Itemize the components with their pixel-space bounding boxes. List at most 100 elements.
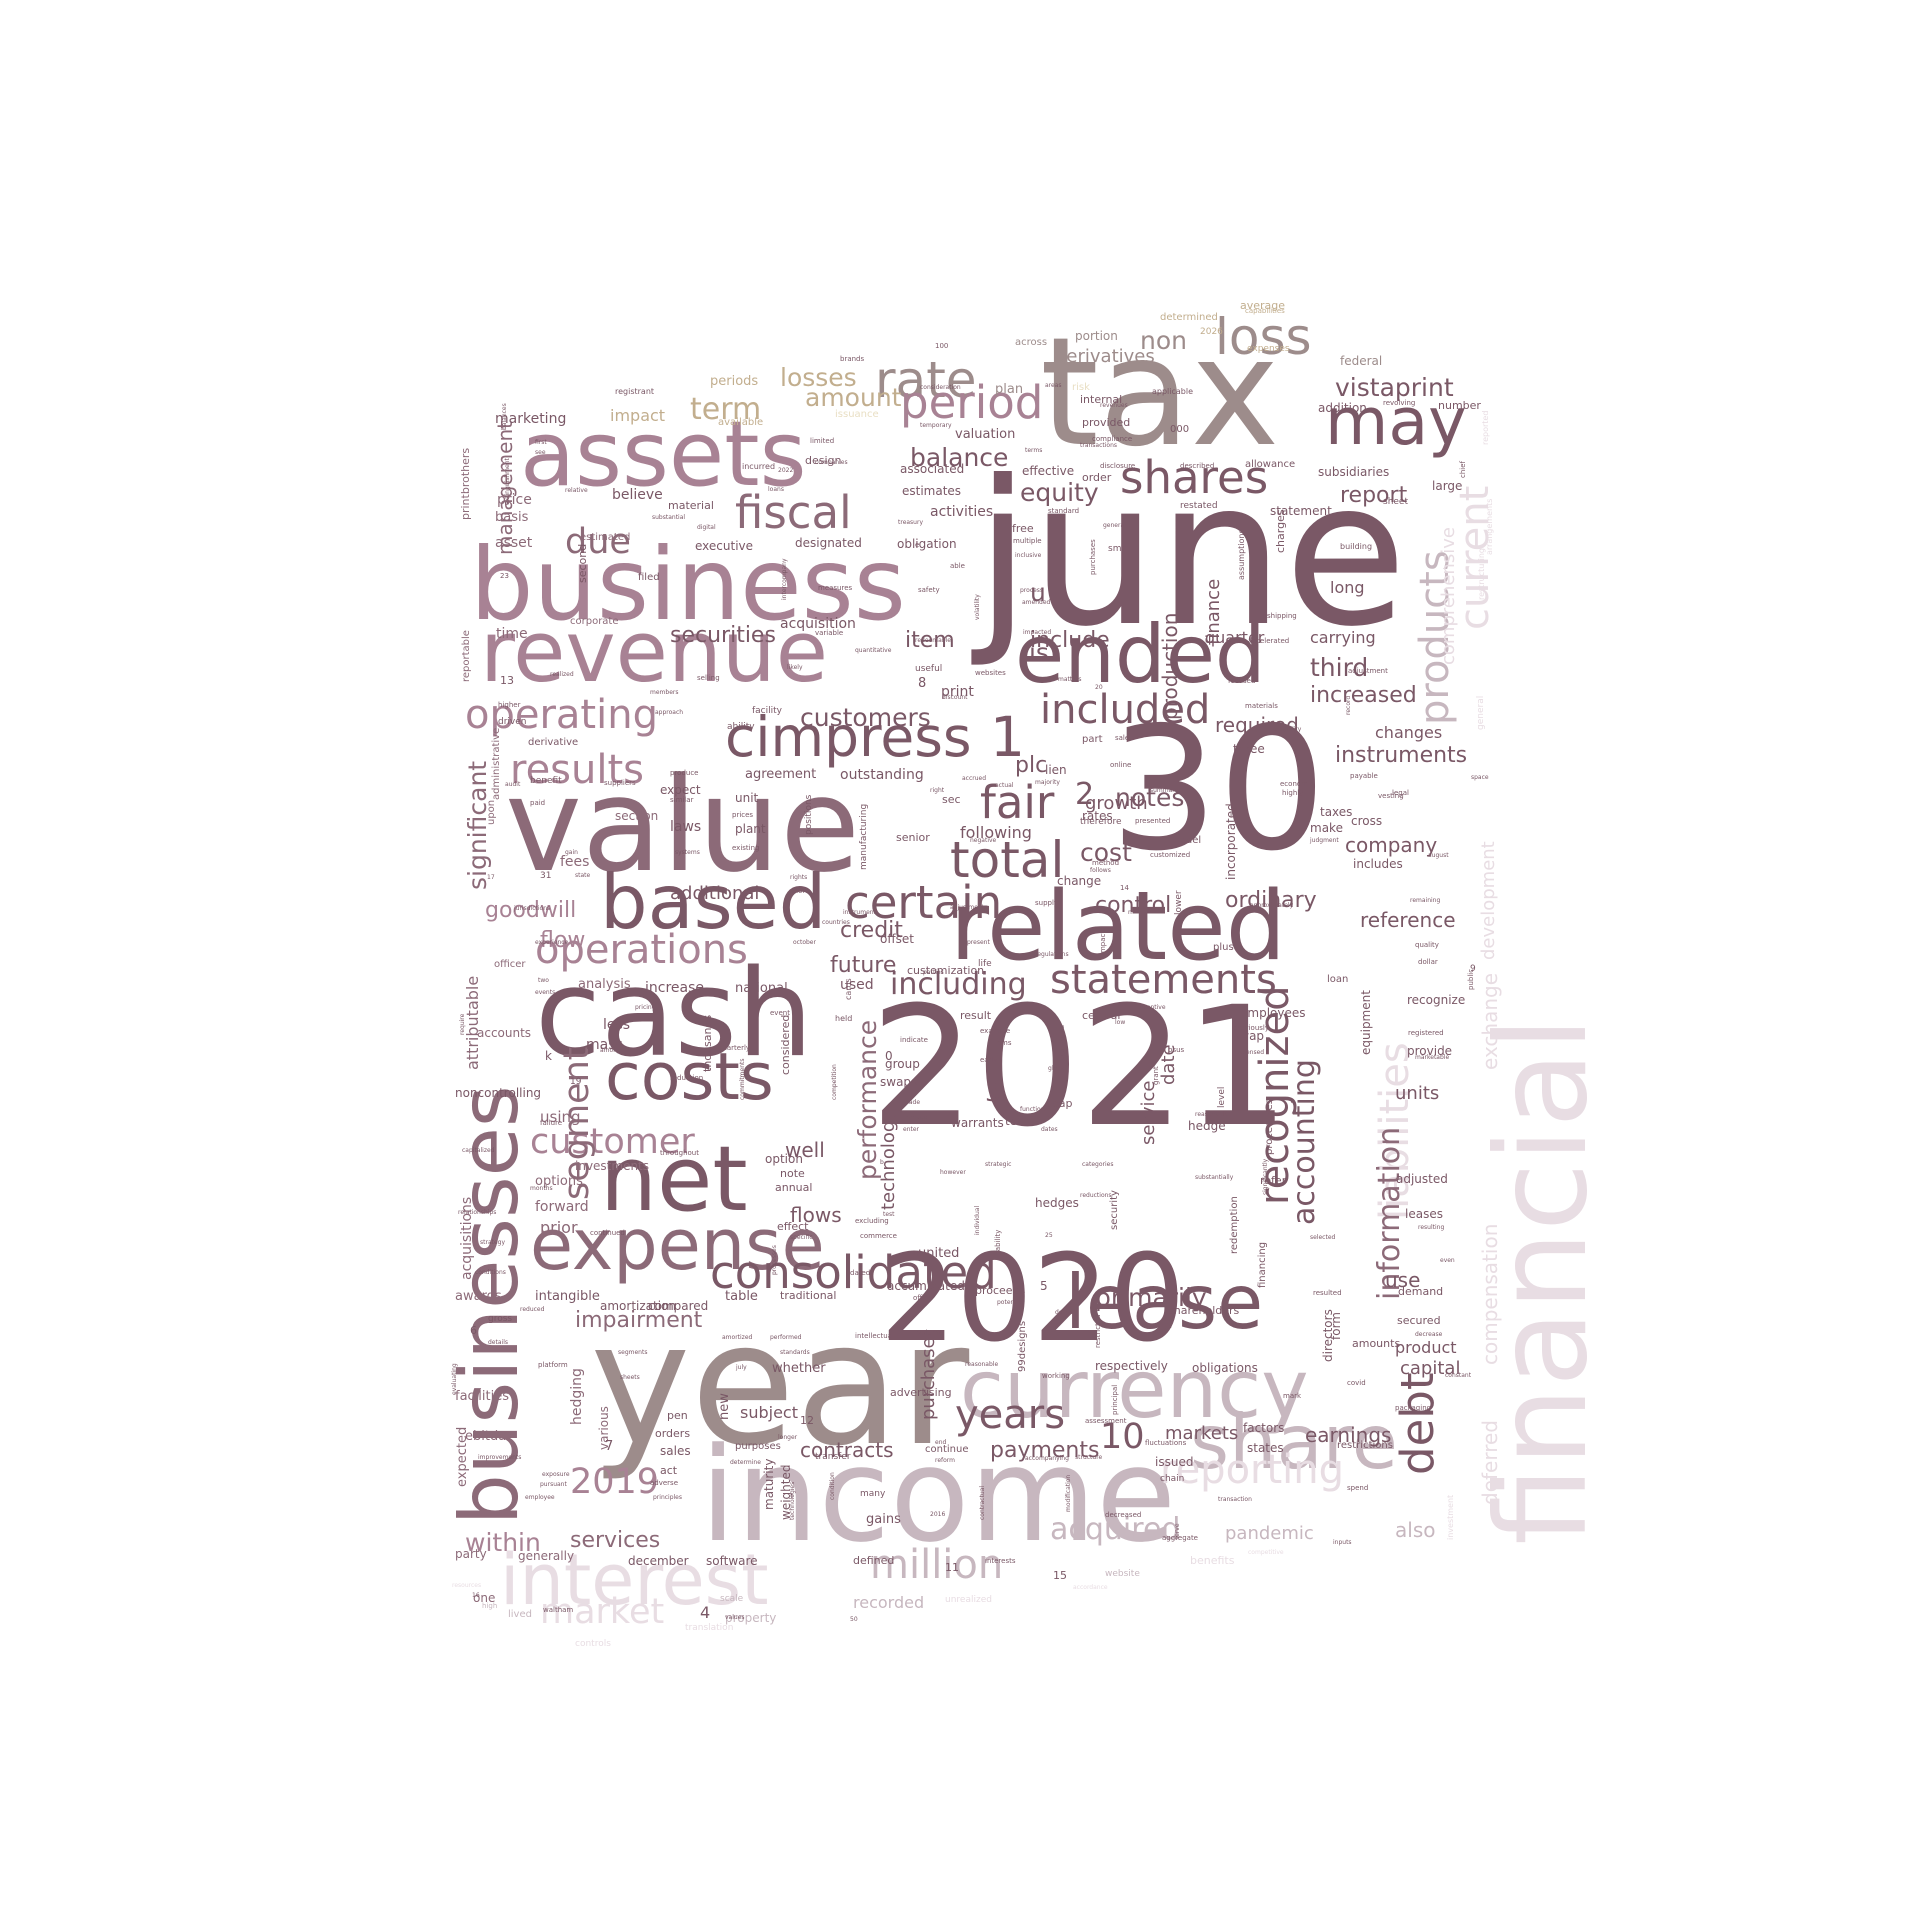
cloud-word: note [780,1167,805,1180]
cloud-word: options [535,1174,583,1189]
cloud-word: reportable [461,630,472,682]
cloud-word: aggregate [1162,1534,1198,1542]
cloud-word: 13 [500,674,514,687]
cloud-word: 6 [470,1324,477,1337]
cloud-word: principles [653,1494,683,1501]
cloud-word: time [496,626,528,642]
cloud-word: 23 [500,572,509,580]
cloud-word: hedging [569,1368,585,1425]
cloud-word: currency [960,1343,1309,1436]
cloud-word: structure [1075,1454,1103,1461]
cloud-word: 2020 [880,1230,1186,1369]
cloud-word: shares [1120,451,1269,504]
cloud-word: part [1082,734,1103,745]
cloud-word: building [1340,542,1373,551]
cloud-word: generally [518,1549,575,1563]
cloud-word: attributable [463,975,482,1070]
cloud-word: refer [1260,1174,1287,1187]
cloud-word: incurred [742,462,776,471]
cloud-word: section [615,809,659,823]
cloud-word: enter [903,1126,920,1133]
cloud-word: prior [540,1218,578,1237]
cloud-word: commitments [739,1058,746,1101]
cloud-word: loans [768,486,784,493]
cloud-word: disclosure [1100,462,1136,470]
cloud-word: price [497,492,532,508]
cloud-word: terms [1025,447,1043,454]
cloud-word: accounting [1287,1059,1322,1225]
cloud-word: digital [697,524,716,531]
cloud-word: factors [1243,1421,1285,1435]
cloud-word: consolidated [710,1246,997,1299]
cloud-word: expense [530,1204,825,1286]
cloud-word: determined [1160,312,1218,323]
cloud-word: require [459,1013,466,1035]
cloud-word: restructuring [1477,548,1486,600]
cloud-word: plant [735,822,766,836]
cloud-word: categories [1082,1161,1114,1168]
cloud-word: covid [1347,1379,1366,1387]
cloud-word: determine [730,1459,761,1466]
cloud-word: allowance [1245,459,1296,470]
cloud-word: rates [1082,809,1113,823]
cloud-word: across [1015,337,1048,348]
cloud-word: act [660,1464,678,1477]
cloud-word: advertising [890,1386,952,1399]
cloud-word: pricing [635,1004,656,1011]
cloud-word: higher [498,701,521,709]
cloud-word: made [903,1099,921,1106]
cloud-word: 2016 [930,1511,946,1518]
cloud-word: second [576,543,589,583]
cloud-word: financing [1257,1241,1268,1288]
cloud-word: swaps [880,1075,918,1089]
cloud-word: method [1092,859,1120,867]
cloud-word: throughout [660,1149,699,1157]
cloud-word: effective [1022,464,1075,478]
cloud-word: ebitda [465,1429,507,1444]
cloud-word: company [1345,833,1438,857]
cloud-word: noncontrolling [455,1086,542,1100]
cloud-word: equity [1020,478,1099,507]
cloud-word: including [890,967,1027,1002]
cloud-word: estimates [902,484,962,498]
cloud-word: evaluating [451,1363,458,1395]
cloud-word: primarily [1095,1283,1207,1312]
cloud-word: produce [670,769,699,777]
cloud-word: incorporated [1224,803,1238,880]
cloud-word: level [1217,1086,1227,1108]
cloud-word: plc [1015,753,1048,778]
cloud-word: 50 [850,1616,858,1623]
cloud-word: brands [840,355,865,363]
cloud-word: lived [508,1609,532,1620]
cloud-word: sheets [620,1374,640,1381]
cloud-word: countries [822,919,850,926]
cloud-word: 4 [700,1603,711,1622]
cloud-word: decreased [1105,1511,1142,1519]
cloud-word: charges [1274,509,1287,553]
cloud-word: e [915,541,920,549]
cloud-word: 2 [1075,777,1095,812]
cloud-word: individual [974,1205,981,1235]
cloud-word: contractual [979,1485,986,1520]
cloud-word: likely [787,664,803,671]
cloud-word: indicate [900,1036,928,1044]
cloud-word: 12 [800,1414,814,1427]
cloud-word: segments [618,1349,648,1356]
cloud-word: hedges [1035,1196,1079,1210]
cloud-word: sales [660,1444,691,1458]
cloud-word: expect [660,783,701,797]
cloud-word: see [535,449,546,456]
cloud-word: within [465,1528,541,1557]
cloud-word: plus [1213,942,1234,953]
cloud-word: modification [1065,1474,1072,1512]
cloud-word: orders [655,1427,691,1440]
cloud-word: 7 [605,1439,614,1454]
cloud-word: systems [675,849,700,856]
cloud-word: jurisdictions [514,905,551,912]
cloud-word: interest [500,1539,769,1621]
cloud-word: performance [853,1019,882,1180]
cloud-word: amended [1022,599,1051,606]
cloud-word: performed [770,1334,802,1341]
cloud-word: fees [560,854,590,870]
